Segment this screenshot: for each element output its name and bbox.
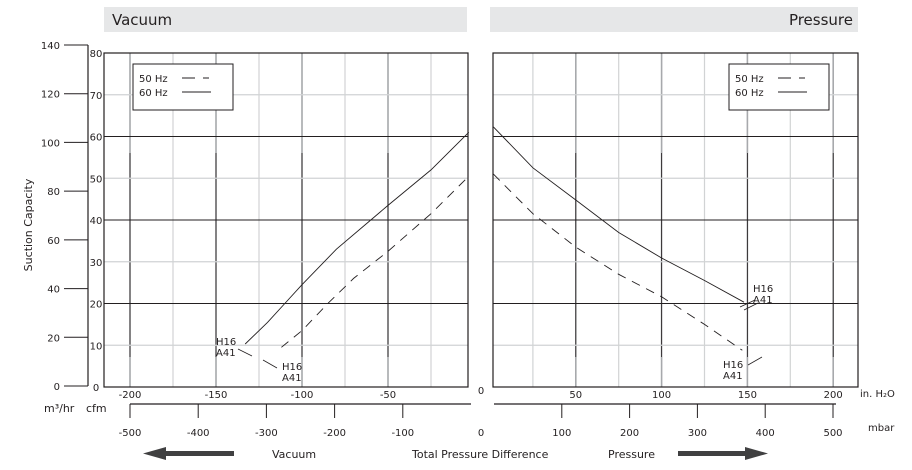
zero-mbar: 0 [478,428,484,439]
x-tick-label: -50 [380,390,396,401]
y-tick-label-m3hr: 140 [41,41,60,52]
annotation-a41: A41 [753,295,773,306]
y-tick-label-cfm: 40 [90,216,103,227]
series-line-60hz [493,126,745,303]
y-tick-label-m3hr: 20 [47,333,60,344]
legend-label-50hz: 50 Hz [735,74,764,85]
annotation-h16: H16 [216,337,236,348]
y-tick-label-m3hr: 60 [47,236,60,247]
y-tick-label-cfm: 80 [90,49,103,60]
plot-frame [492,52,859,388]
pressure-header: Pressure [789,11,853,29]
mbar-tick-label: -200 [323,428,346,439]
y-tick-label-cfm: 30 [90,258,103,269]
mbar-tick-label: -100 [391,428,414,439]
annotation-h16: H16 [282,362,302,373]
unit-inh2o: in. H₂O [860,389,895,400]
x-tick-label: -100 [291,390,314,401]
unit-cfm: cfm [86,402,107,415]
x-tick-label: 50 [569,390,582,401]
legend-label-60hz: 60 Hz [139,88,168,99]
series-line-50hz [281,175,470,348]
x-tick-label: -200 [119,390,142,401]
y-axis-title: Suction Capacity [22,178,35,271]
bottom-pressure-label: Pressure [608,448,655,461]
y-tick-label-cfm: 20 [90,300,103,311]
unit-m3hr: m³/hr [44,402,75,415]
y-tick-label-m3hr: 40 [47,285,60,296]
y-tick-label-m3hr: 0 [54,382,60,393]
secondary-axes: 01020304050607080020406080100120140-500-… [41,41,843,439]
vacuum-header-bar [104,7,467,32]
annotation-leader [237,348,278,369]
legend-label-50hz: 50 Hz [139,74,168,85]
legend-box [132,63,234,111]
series-line-50hz [493,173,743,351]
y-tick-label-cfm: 10 [90,341,103,352]
annotation-h16: H16 [723,360,743,371]
pressure-arrow [678,447,768,460]
pressure-header-bar [490,7,858,32]
y-tick-label-cfm: 50 [90,174,103,185]
legend: 50 Hz 60 Hz [728,63,830,111]
y-tick-label-m3hr: 80 [47,187,60,198]
mbar-tick-label: 300 [688,428,707,439]
annotation-leader [739,299,759,311]
mbar-tick-label: 100 [552,428,571,439]
mbar-tick-label: 400 [756,428,775,439]
y-tick-label-cfm: 70 [90,91,103,102]
zero-inh2o: 0 [478,386,484,397]
vacuum-header: Vacuum [112,11,172,29]
unit-mbar: mbar [868,423,895,434]
plot-frame [103,52,469,388]
y-tick-label-m3hr: 120 [41,90,60,101]
legend-box [728,63,830,111]
annotation-a41: A41 [282,373,302,384]
x-tick-label: 150 [738,390,757,401]
annotation-leader [747,356,763,366]
mbar-tick-label: -500 [119,428,142,439]
legend: 50 Hz 60 Hz [132,63,234,111]
y-tick-label-m3hr: 100 [41,138,60,149]
vacuum-arrow [143,447,234,460]
legend-label-60hz: 60 Hz [735,88,764,99]
x-tick-label: 100 [652,390,671,401]
annotation-h16: H16 [753,284,773,295]
series-line-60hz [244,131,470,345]
mbar-tick-label: 500 [823,428,842,439]
x-tick-label: -150 [205,390,228,401]
bottom-center-label: Total Pressure Difference [411,448,549,461]
mbar-tick-label: 200 [620,428,639,439]
x-tick-label: 200 [824,390,843,401]
y-tick-label-cfm: 60 [90,133,103,144]
mbar-tick-label: -300 [255,428,278,439]
bottom-vacuum-label: Vacuum [272,448,316,461]
mbar-tick-label: -400 [187,428,210,439]
annotation-a41: A41 [216,348,236,359]
y-tick-label-cfm: 0 [93,383,99,394]
annotation-a41: A41 [723,371,743,382]
